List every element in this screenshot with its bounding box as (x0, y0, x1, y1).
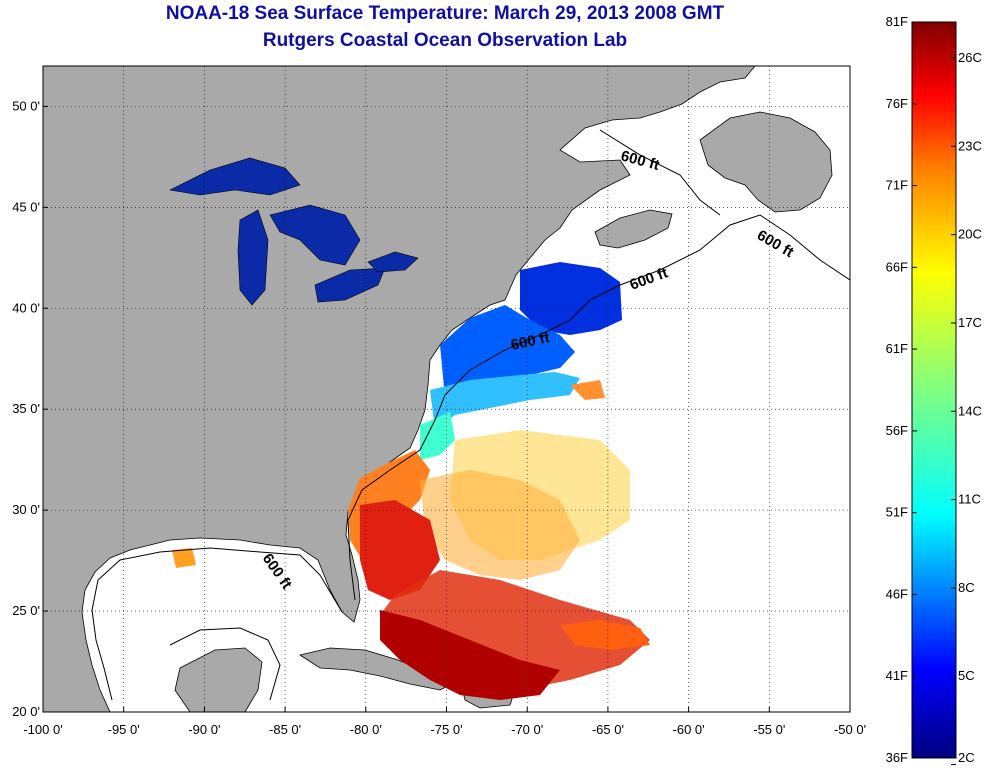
map-grid (43, 66, 850, 712)
map-title: NOAA-18 Sea Surface Temperature: March 2… (165, 3, 725, 24)
land-north-america (43, 66, 756, 712)
colorbar-c-label: 20C (958, 227, 982, 242)
lon-tick-label: -100 0' (23, 722, 62, 737)
colorbar-f-label: 81F (886, 14, 908, 29)
lon-tick-label: -50 0' (834, 722, 866, 737)
colorbar-c-label: 17C (958, 315, 982, 330)
lat-tick-label: 30 0' (12, 502, 40, 517)
lon-tick-label: -75 0' (430, 722, 462, 737)
colorbar-f-label: 56F (886, 423, 908, 438)
lon-tick-label: -90 0' (188, 722, 220, 737)
lat-tick-label: 20 0' (12, 704, 40, 719)
colorbar-f-label: 76F (886, 96, 908, 111)
colorbar-f-label: 51F (886, 505, 908, 520)
lon-tick-label: -70 0' (511, 722, 543, 737)
colorbar-celsius-scale: 26C 23C 20C 17C 14C 11C 8C 5C 2C (951, 50, 982, 766)
colorbar-c-label: 26C (958, 50, 982, 65)
colorbar-f-label: 46F (886, 586, 908, 601)
colorbar-c-label: 23C (958, 138, 982, 153)
map-subtitle: Rutgers Coastal Ocean Observation Lab (262, 30, 628, 51)
colorbar-c-label: 8C (958, 580, 975, 595)
land-yucatan (174, 647, 263, 712)
600ft-contour (91, 129, 850, 701)
colorbar (911, 21, 957, 759)
lon-tick-label: -85 0' (269, 722, 301, 737)
lat-tick-label: 25 0' (12, 603, 40, 618)
colorbar-f-label: 71F (886, 178, 908, 193)
lon-tick-label: -65 0' (592, 722, 624, 737)
colorbar-c-label: 14C (958, 403, 982, 418)
colorbar-c-label: 2C (958, 750, 975, 765)
colorbar-fahrenheit-scale: 81F 76F 71F 66F 61F 56F 51F 46F 41F 36F (886, 14, 917, 765)
colorbar-c-label: 5C (958, 668, 975, 683)
lon-tick-label: -95 0' (108, 722, 140, 737)
latitude-axis: 20 0' 25 0' 30 0' 35 0' 40 0' 45 0' 50 0' (12, 98, 48, 719)
lat-tick-label: 45 0' (12, 199, 40, 214)
colorbar-c-label: 11C (958, 492, 981, 507)
colorbar-f-label: 61F (886, 341, 908, 356)
lon-tick-label: -80 0' (350, 722, 382, 737)
lat-tick-label: 50 0' (12, 98, 40, 113)
sst-field (172, 262, 650, 700)
longitude-axis: -100 0' -95 0' -90 0' -85 0' -80 0' -75 0' -70… (23, 707, 866, 737)
land-newfoundland (699, 111, 833, 213)
land-nova-scotia (594, 209, 673, 249)
great-lakes (169, 157, 419, 306)
lat-tick-label: 40 0' (12, 300, 40, 315)
lat-tick-label: 35 0' (12, 401, 40, 416)
colorbar-f-label: 66F (886, 259, 908, 274)
colorbar-f-label: 41F (886, 668, 908, 683)
lon-tick-label: -55 0' (753, 722, 785, 737)
colorbar-f-label: 36F (886, 750, 908, 765)
lon-tick-label: -60 0' (673, 722, 705, 737)
